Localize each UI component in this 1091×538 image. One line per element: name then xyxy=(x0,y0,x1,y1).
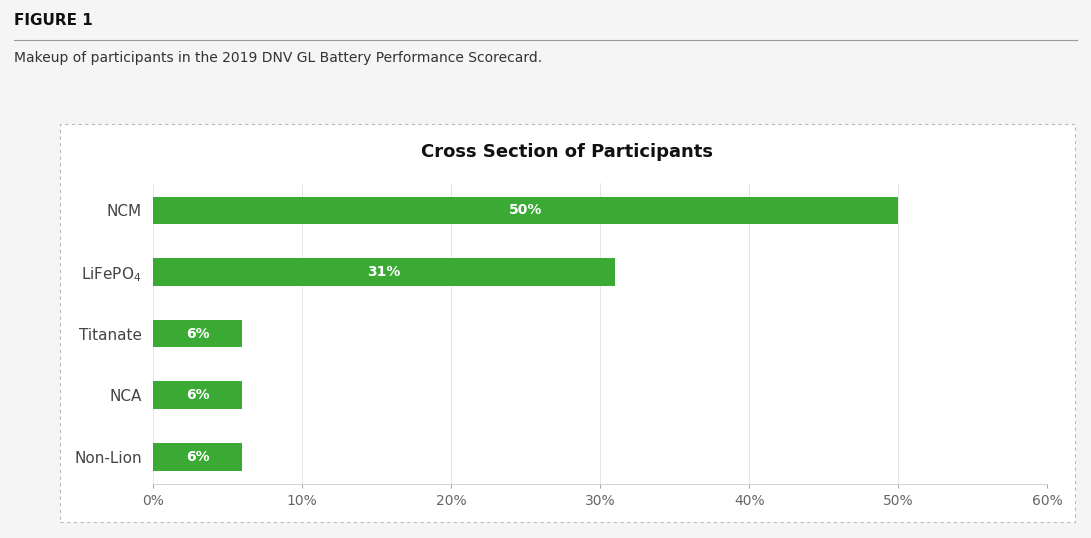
Text: Makeup of participants in the 2019 DNV GL Battery Performance Scorecard.: Makeup of participants in the 2019 DNV G… xyxy=(14,51,542,65)
Text: 6%: 6% xyxy=(185,450,209,464)
Text: Cross Section of Participants: Cross Section of Participants xyxy=(421,143,714,160)
Text: 6%: 6% xyxy=(185,388,209,402)
Bar xyxy=(153,320,242,348)
Text: FIGURE 1: FIGURE 1 xyxy=(14,13,93,29)
Text: 31%: 31% xyxy=(368,265,400,279)
Text: 6%: 6% xyxy=(185,327,209,341)
Bar xyxy=(153,196,898,224)
Bar xyxy=(153,381,242,409)
Bar xyxy=(153,443,242,471)
Text: 50%: 50% xyxy=(508,203,542,217)
Bar xyxy=(153,258,615,286)
